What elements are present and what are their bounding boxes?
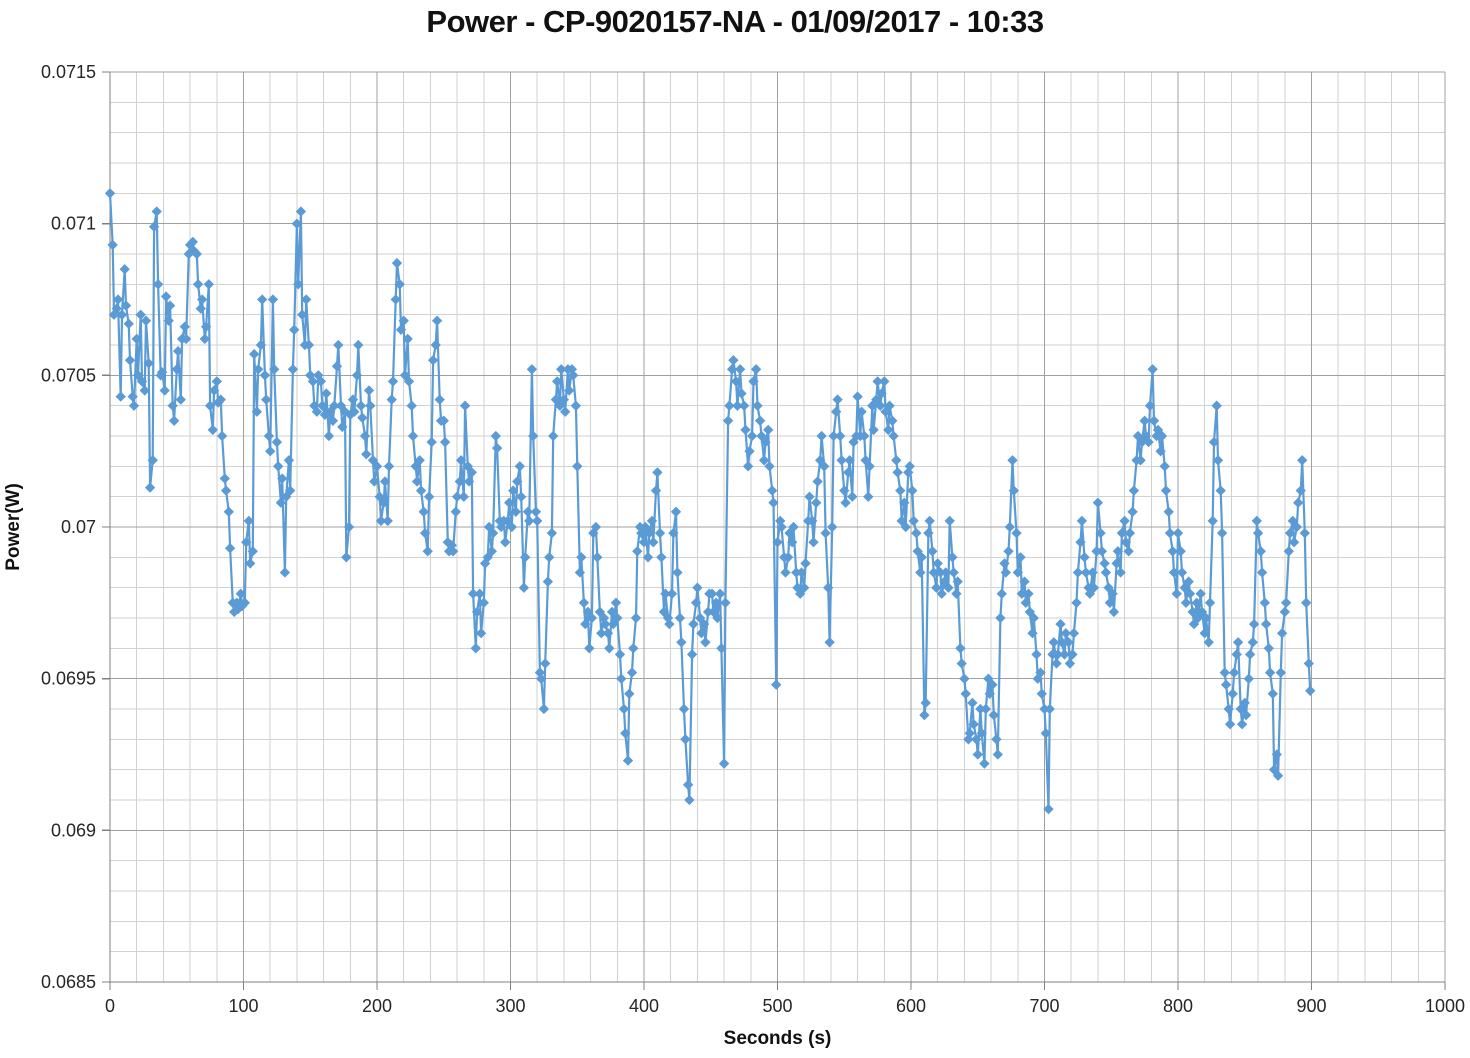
x-tick-label: 900 xyxy=(1296,996,1326,1016)
data-series-markers xyxy=(104,188,1316,815)
chart-title: Power - CP-9020157-NA - 01/09/2017 - 10:… xyxy=(426,4,1044,39)
y-tick-label: 0.0705 xyxy=(41,365,96,385)
y-tick-label: 0.0695 xyxy=(41,669,96,689)
y-tick-label: 0.071 xyxy=(51,214,96,234)
x-tick-labels: 0 100 200 300 400 500 600 700 800 900 1000 xyxy=(105,996,1465,1016)
x-tick-label: 200 xyxy=(362,996,392,1016)
axis-lines xyxy=(102,71,1446,990)
gridlines-major xyxy=(110,71,1446,982)
x-tick-label: 500 xyxy=(762,996,792,1016)
data-series-line xyxy=(108,193,1312,811)
x-tick-label: 800 xyxy=(1163,996,1193,1016)
x-tick-label: 300 xyxy=(495,996,525,1016)
x-tick-label: 0 xyxy=(105,996,115,1016)
x-tick-label: 1000 xyxy=(1425,996,1465,1016)
y-tick-label: 0.069 xyxy=(51,820,96,840)
x-axis-title: Seconds (s) xyxy=(723,1028,832,1049)
y-tick-label: 0.07 xyxy=(61,517,96,537)
x-tick-label: 700 xyxy=(1029,996,1059,1016)
x-tick-label: 400 xyxy=(629,996,659,1016)
x-tick-label: 600 xyxy=(896,996,926,1016)
y-tick-labels: 0.0685 0.069 0.0695 0.07 0.0705 0.071 0.0715 xyxy=(41,62,96,992)
y-tick-label: 0.0715 xyxy=(41,62,96,82)
data-series xyxy=(104,188,1316,815)
y-tick-label: 0.0685 xyxy=(41,972,96,992)
x-tick-label: 100 xyxy=(228,996,258,1016)
